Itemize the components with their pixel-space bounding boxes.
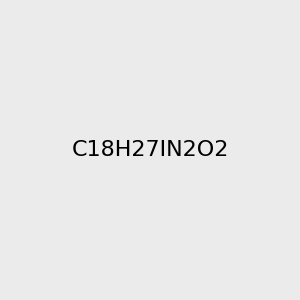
- Text: C18H27IN2O2: C18H27IN2O2: [71, 140, 229, 160]
